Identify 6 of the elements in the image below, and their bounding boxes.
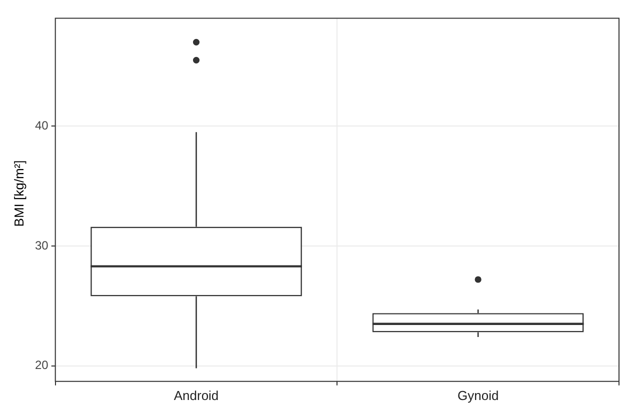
y-tick-label: 30: [34, 238, 49, 252]
x-tick-label: Android: [174, 388, 219, 403]
y-tick-label: 40: [34, 118, 49, 132]
x-tick-label: Gynoid: [457, 388, 499, 403]
y-axis-title: BMI [kg/m²]: [12, 160, 27, 226]
y-tick-label: 20: [34, 358, 49, 372]
